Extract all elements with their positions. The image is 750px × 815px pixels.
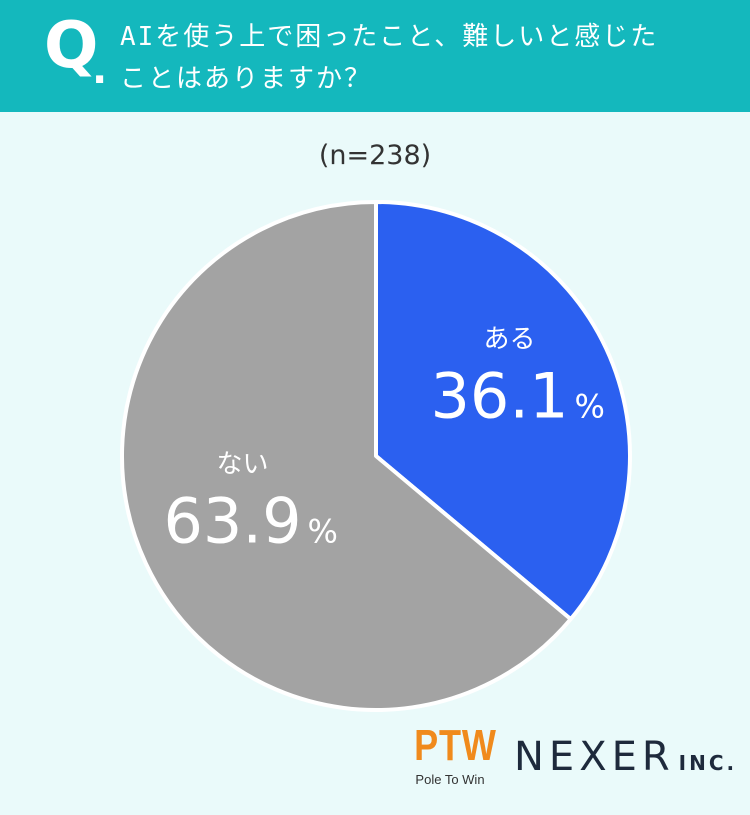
- slice-unit-1: %: [575, 388, 605, 426]
- nexer-logo: NEXER INC.: [514, 734, 737, 780]
- question-text: AIを使う上で困ったこと、難しいと感じた ことはありますか？: [120, 16, 740, 100]
- slice-value-2: 63.9: [163, 484, 301, 557]
- pie-slice-2: [120, 200, 573, 712]
- slice-label-1: ある: [483, 325, 535, 355]
- ptw-logo-subtitle: Pole To Win: [415, 772, 485, 787]
- pie-slice-1: [374, 200, 632, 622]
- nexer-logo-name: NEXER: [514, 734, 675, 780]
- question-line-1: AIを使う上で困ったこと、難しいと感じた: [120, 22, 659, 52]
- nexer-logo-inc: INC.: [678, 751, 738, 775]
- ptw-logo-mark: PTW: [414, 721, 497, 770]
- question-line-2: ことはありますか？: [120, 64, 373, 94]
- slice-value-1: 36.1: [430, 360, 568, 433]
- sample-size-label: (n=238): [318, 140, 432, 171]
- ptw-logo: PTW Pole To Win: [405, 721, 497, 788]
- slice-label-2: ない: [216, 449, 268, 479]
- q-dot: .: [92, 47, 108, 93]
- q-mark: Q: [44, 9, 99, 83]
- question-header: Q . AIを使う上で困ったこと、難しいと感じた ことはありますか？: [0, 0, 750, 112]
- slice-unit-2: %: [308, 512, 338, 550]
